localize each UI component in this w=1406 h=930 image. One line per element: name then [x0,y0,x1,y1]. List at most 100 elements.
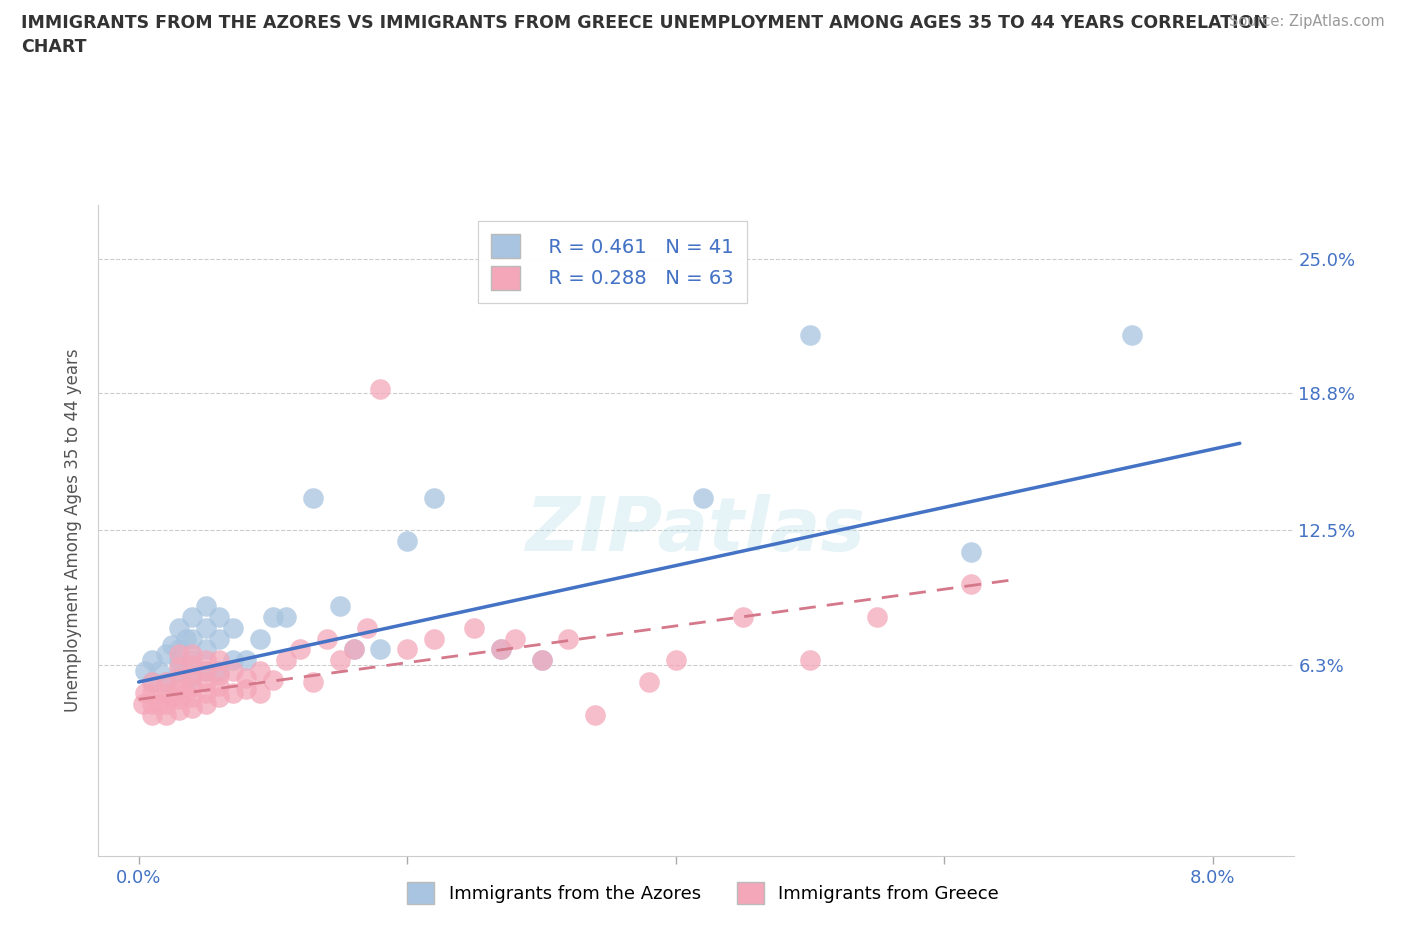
Point [181,646,204,661]
Point [132,697,155,711]
Point [557,631,579,646]
Text: IMMIGRANTS FROM THE AZORES VS IMMIGRANTS FROM GREECE UNEMPLOYMENT AMONG AGES 35 : IMMIGRANTS FROM THE AZORES VS IMMIGRANTS… [21,14,1268,56]
Point [194,599,217,614]
Point [503,631,526,646]
Point [148,697,170,711]
Point [181,609,204,624]
Point [222,664,245,679]
Point [194,642,217,657]
Point [194,664,217,679]
Point [288,642,311,657]
Point [208,631,231,646]
Text: Source: ZipAtlas.com: Source: ZipAtlas.com [1229,14,1385,29]
Point [249,664,271,679]
Point [194,674,217,689]
Point [208,668,231,683]
Point [235,671,257,685]
Point [423,490,446,505]
Point [167,703,190,718]
Point [960,544,983,559]
Point [491,642,513,657]
Point [665,653,688,668]
Point [167,681,190,696]
Point [167,642,190,657]
Point [167,671,190,685]
Point [530,653,553,668]
Y-axis label: Unemployment Among Ages 35 to 44 years: Unemployment Among Ages 35 to 44 years [65,349,83,711]
Point [167,692,190,707]
Point [530,653,553,668]
Point [463,620,485,635]
Point [134,664,156,679]
Point [181,700,204,715]
Point [148,664,170,679]
Point [181,679,204,694]
Point [208,653,231,668]
Point [799,653,821,668]
Point [194,685,217,700]
Point [222,653,245,668]
Point [208,690,231,705]
Point [141,674,163,689]
Point [194,653,217,668]
Point [960,577,983,591]
Legend: Immigrants from the Azores, Immigrants from Greece: Immigrants from the Azores, Immigrants f… [399,875,1007,911]
Point [155,707,177,722]
Point [315,631,337,646]
Point [638,674,661,689]
Point [141,707,163,722]
Point [155,685,177,700]
Point [181,631,204,646]
Point [222,620,245,635]
Point [692,490,714,505]
Point [141,685,163,700]
Point [799,327,821,342]
Point [167,620,190,635]
Point [174,685,197,700]
Point [181,690,204,705]
Point [249,631,271,646]
Point [162,638,184,653]
Legend:   R = 0.461   N = 41,   R = 0.288   N = 63: R = 0.461 N = 41, R = 0.288 N = 63 [478,220,747,303]
Point [141,697,163,711]
Point [167,664,190,679]
Point [370,381,392,396]
Point [194,664,217,679]
Point [276,609,298,624]
Point [396,534,419,549]
Point [249,685,271,700]
Point [329,653,352,668]
Point [356,620,378,635]
Point [235,653,257,668]
Point [208,664,231,679]
Point [583,707,606,722]
Point [194,697,217,711]
Point [141,653,163,668]
Point [134,685,156,700]
Point [491,642,513,657]
Point [342,642,364,657]
Point [155,646,177,661]
Point [155,674,177,689]
Point [1121,327,1143,342]
Point [208,609,231,624]
Point [162,690,184,705]
Point [396,642,419,657]
Point [208,679,231,694]
Point [167,659,190,674]
Point [155,697,177,711]
Text: ZIPatlas: ZIPatlas [526,494,866,566]
Point [181,668,204,683]
Point [342,642,364,657]
Point [262,609,284,624]
Point [235,681,257,696]
Point [276,653,298,668]
Point [302,490,325,505]
Point [222,685,245,700]
Point [181,671,204,685]
Point [423,631,446,646]
Point [302,674,325,689]
Point [174,631,197,646]
Point [866,609,889,624]
Point [194,620,217,635]
